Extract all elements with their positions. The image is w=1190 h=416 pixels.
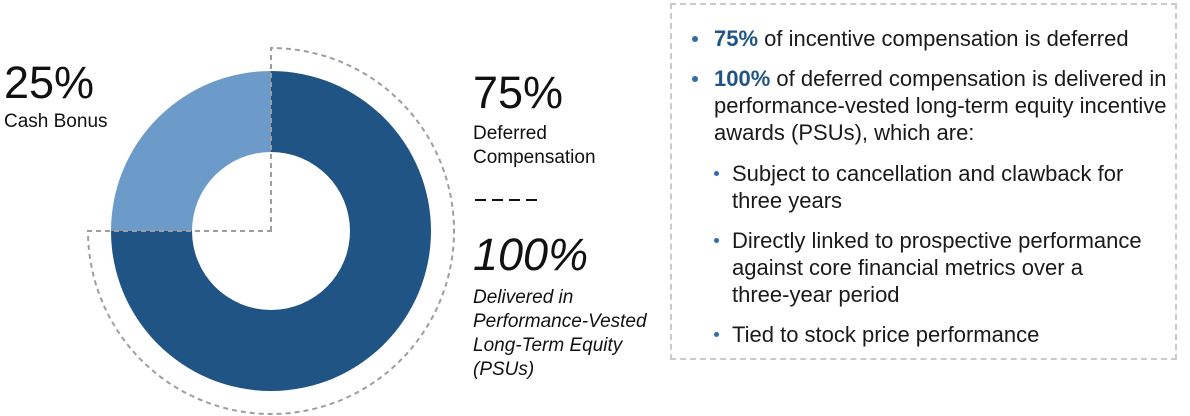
deferred-compensation-label-group: 75% Deferred Compensation: [473, 70, 596, 170]
donut-slice-deferred-compensation: [111, 71, 431, 391]
psu-caption: Delivered in Performance-Vested Long-Ter…: [473, 287, 647, 380]
cash-bonus-label-group: 25% Cash Bonus: [4, 60, 108, 134]
sub-bullet-text: Directly linked to prospective performan…: [732, 228, 1142, 307]
info-bullet-list: 75% of incentive compensation is deferre…: [692, 25, 1175, 348]
bullet-body: of incentive compensation is deferred: [758, 26, 1129, 51]
psu-label-group: 100% Delivered in Performance-Vested Lon…: [473, 232, 647, 382]
dashed-outline-deferred-compensation: [86, 46, 455, 415]
psu-sub-bullet-list: Subject to cancellation and clawback for…: [714, 160, 1175, 348]
bullet-dot-icon: [714, 227, 732, 243]
bullet-body: of deferred compensation is delivered in…: [714, 66, 1167, 145]
bullet-highlight: 100%: [714, 66, 771, 91]
sub-bullet-performance: Directly linked to prospective performan…: [714, 227, 1175, 308]
bullet-item-psu: 100% of deferred compensation is deliver…: [692, 65, 1175, 348]
sub-bullet-clawback: Subject to cancellation and clawback for…: [714, 160, 1175, 214]
bullet-highlight: 75%: [714, 26, 759, 51]
sub-bullet-text: Tied to stock price performance: [732, 322, 1040, 347]
cash-bonus-caption: Cash Bonus: [4, 111, 108, 132]
bullet-text: 75% of incentive compensation is deferre…: [714, 25, 1129, 52]
sub-bullet-text: Subject to cancellation and clawback for…: [732, 161, 1124, 213]
bullet-dot-icon: [714, 160, 732, 176]
bullet-item-deferred: 75% of incentive compensation is deferre…: [692, 25, 1175, 52]
bullet-text: 100% of deferred compensation is deliver…: [714, 65, 1167, 146]
bullet-dot-icon: [692, 65, 714, 82]
sub-bullet-stock-price: Tied to stock price performance: [714, 321, 1175, 348]
info-box: 75% of incentive compensation is deferre…: [670, 3, 1177, 360]
dash-separator: [475, 199, 537, 201]
psu-percent: 100%: [473, 229, 589, 280]
deferred-percent: 75%: [473, 67, 564, 118]
donut-slice-cash-bonus: [111, 71, 271, 231]
bullet-dot-icon: [714, 321, 732, 337]
donut-chart: [86, 46, 455, 415]
cash-bonus-percent: 25%: [4, 57, 95, 108]
deferred-caption: Deferred Compensation: [473, 123, 596, 168]
bullet-dot-icon: [692, 25, 714, 42]
